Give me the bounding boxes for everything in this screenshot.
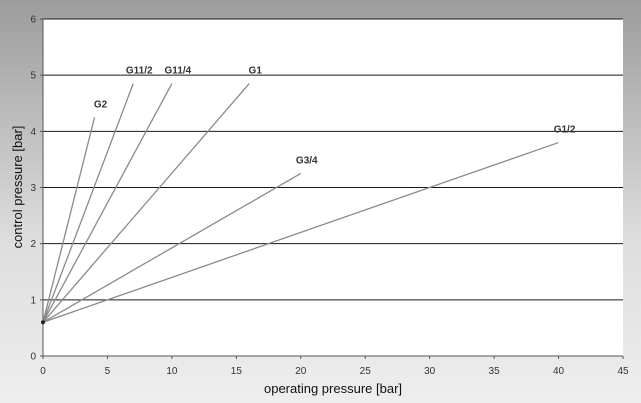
y-tick-label: 2 — [30, 239, 36, 250]
x-tick-label: 35 — [489, 366, 501, 377]
x-tick-label: 30 — [424, 366, 436, 377]
x-tick-label: 45 — [617, 366, 629, 377]
x-tick-label: 25 — [360, 366, 372, 377]
x-tick-label: 10 — [166, 366, 178, 377]
y-tick-label: 6 — [30, 15, 36, 26]
x-tick-label: 0 — [40, 366, 46, 377]
series-line — [42, 172, 302, 323]
series-line — [42, 117, 96, 323]
y-axis-label: control pressure [bar] — [10, 126, 25, 249]
series-label: G1/2 — [554, 125, 576, 136]
series-line — [42, 141, 559, 323]
y-tick-label: 3 — [30, 183, 36, 194]
x-tick-label: 40 — [553, 366, 565, 377]
y-tick-label: 4 — [30, 127, 36, 138]
series-lines — [41, 83, 559, 325]
x-tick-label: 15 — [231, 366, 243, 377]
grid — [43, 18, 623, 301]
series-label: G11/4 — [165, 66, 192, 77]
x-tick-label: 20 — [295, 366, 307, 377]
x-axis-label: operating pressure [bar] — [264, 381, 402, 396]
x-tick-label: 5 — [105, 366, 111, 377]
axes — [40, 18, 624, 359]
y-tick-label: 5 — [30, 71, 36, 82]
series-line — [42, 83, 250, 323]
series-label: G3/4 — [296, 155, 318, 166]
series-labels: G2 G11/2 G11/4 G1 G3/4 G1/2 — [94, 66, 576, 167]
series-line — [42, 83, 173, 323]
series-label: G1 — [249, 66, 263, 77]
y-tick-label: 0 — [30, 352, 36, 363]
series-line — [42, 83, 134, 323]
y-tick-label: 1 — [30, 295, 36, 306]
series-label: G11/2 — [126, 66, 153, 77]
series-label: G2 — [94, 99, 108, 110]
origin-point — [41, 320, 45, 325]
